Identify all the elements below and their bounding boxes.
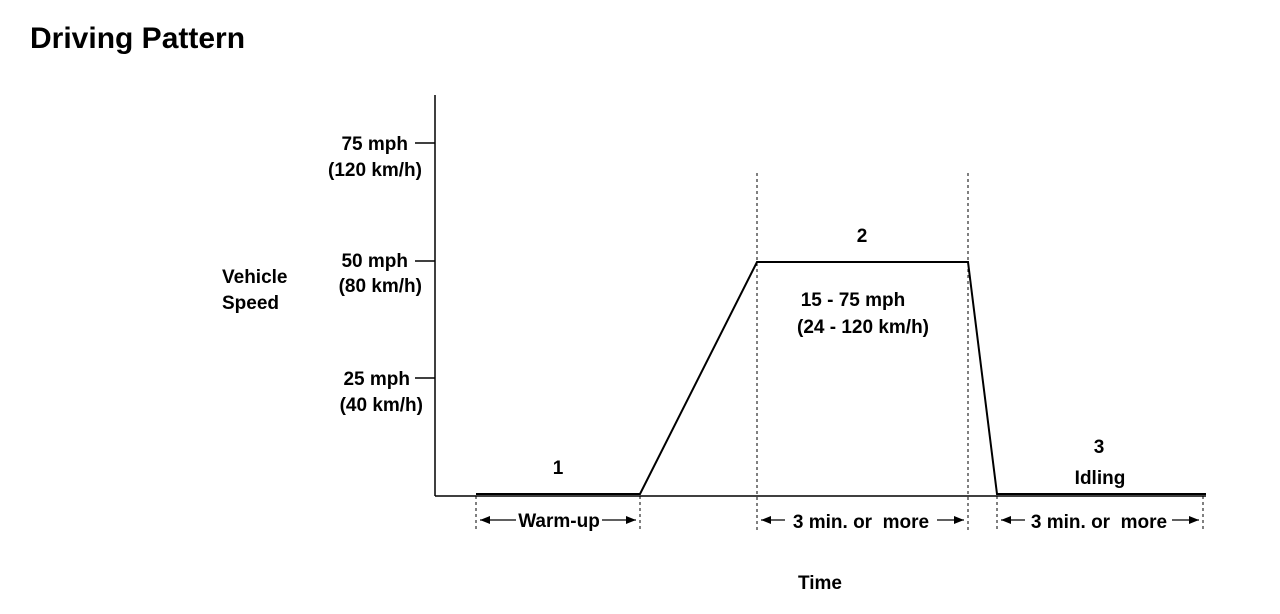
arrowhead-right-icon: [1189, 516, 1199, 524]
y-tick-25-mph: 25 mph: [343, 369, 410, 390]
arrowhead-left-icon: [1001, 516, 1011, 524]
phase-3-name: Idling: [1075, 468, 1126, 489]
phase-3-number: 3: [1094, 437, 1105, 458]
y-tick-75-mph: 75 mph: [341, 134, 408, 155]
phase-2-duration-arrow: [761, 516, 964, 524]
warmup-duration-label: Warm-up: [518, 511, 600, 532]
y-tick-50-mph: 50 mph: [341, 251, 408, 272]
phase-2-speed-mph: 15 - 75 mph: [801, 290, 906, 311]
phase-3-duration-arrow: [1001, 516, 1199, 524]
phase-2-speed-kmh: (24 - 120 km/h): [797, 317, 929, 338]
speed-trace: [476, 261, 1206, 495]
phase-2-number: 2: [857, 226, 868, 247]
y-axis-label-line1: Vehicle: [222, 267, 288, 288]
phase-2-duration-label: 3 min. or more: [793, 512, 929, 533]
arrowhead-right-icon: [954, 516, 964, 524]
y-axis-label-line2: Speed: [222, 293, 279, 314]
arrowhead-left-icon: [480, 516, 490, 524]
y-tick-25-kmh: (40 km/h): [340, 395, 423, 416]
arrowhead-left-icon: [761, 516, 771, 524]
y-tick-75-kmh: (120 km/h): [328, 160, 422, 181]
warmup-duration-arrow: [480, 516, 636, 524]
diagram-title: Driving Pattern: [30, 22, 245, 55]
phase-1-number: 1: [553, 458, 564, 479]
y-tick-50-kmh: (80 km/h): [339, 276, 422, 297]
x-axis-label: Time: [798, 573, 842, 594]
arrowhead-right-icon: [626, 516, 636, 524]
phase-3-duration-label: 3 min. or more: [1031, 512, 1167, 533]
